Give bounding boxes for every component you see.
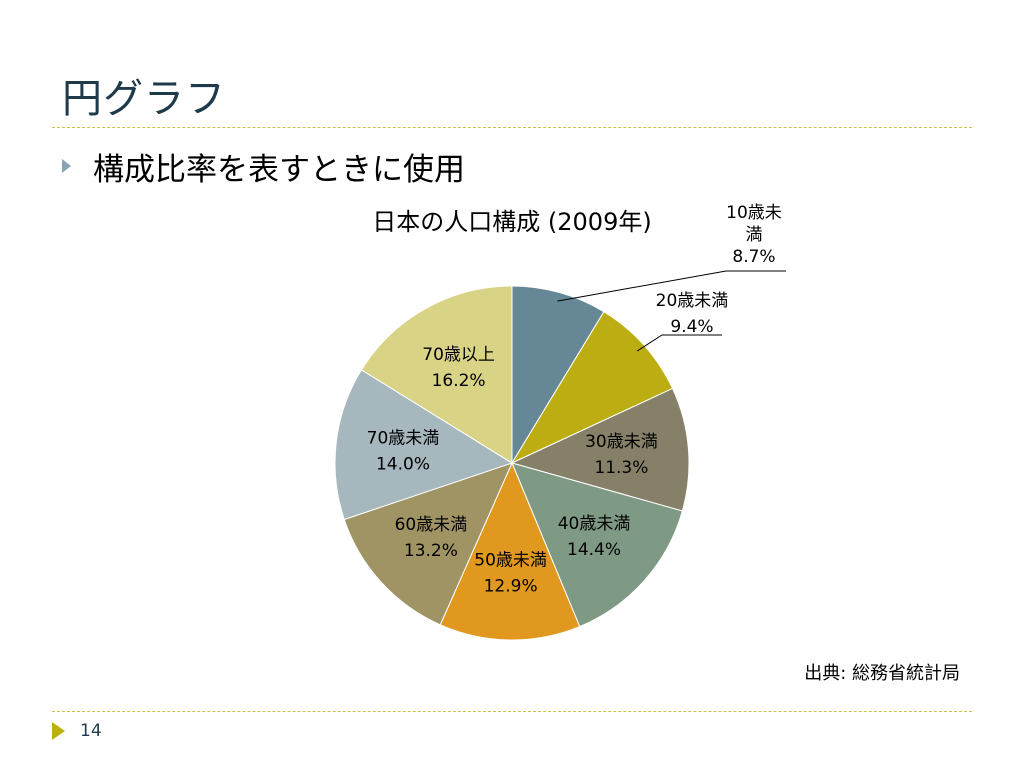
- slice-label-line: 9.4%: [670, 317, 713, 337]
- slice-label-line: 13.2%: [404, 541, 458, 561]
- slice-labels: 10歳未満 8.7% 20歳未満 9.4% 30歳未満 11.3% 40歳未満 14.4% 50…: [367, 203, 782, 597]
- bullet-item: 構成比率を表すときに使用: [62, 146, 465, 188]
- slice-label-line: 20歳未満: [656, 291, 729, 311]
- pie-slice-3: [510, 387, 690, 512]
- slice-label-line: 70歳以上: [422, 345, 495, 365]
- slice-label-line: 30歳未満: [585, 432, 658, 452]
- slice-label-line: 40歳未満: [558, 514, 631, 534]
- pie-slice-1: [511, 285, 605, 465]
- slice-label-line: 50歳未満: [474, 551, 547, 571]
- pie-slice-6: [343, 462, 513, 626]
- slice-label-line: 14.0%: [376, 454, 430, 474]
- slice-label-6: 60歳未満 13.2%: [395, 515, 468, 561]
- pie-slice-7: [334, 369, 514, 521]
- slice-label-line: 70歳未満: [367, 428, 440, 448]
- slice-label-1: 10歳未満 8.7%: [726, 203, 782, 267]
- slice-label-5: 50歳未満 12.9%: [474, 551, 547, 597]
- slide-title: 円グラフ: [62, 76, 226, 122]
- footer-divider: [52, 711, 972, 712]
- pie-slices: [334, 285, 690, 641]
- slice-label-line: 10歳未: [726, 203, 782, 223]
- slice-label-8: 70歳以上 16.2%: [422, 345, 495, 391]
- pie-slice-5: [439, 461, 581, 641]
- slice-label-line: 11.3%: [594, 458, 648, 478]
- bullet-text: 構成比率を表すときに使用: [93, 151, 465, 188]
- slice-label-line: 14.4%: [567, 540, 621, 560]
- source-note: 出典: 総務省統計局: [804, 663, 960, 684]
- footer-marker-icon: [52, 722, 65, 740]
- slice-label-line: 60歳未満: [395, 515, 468, 535]
- leader-line-1: [557, 270, 786, 302]
- slice-label-line: 満: [746, 225, 763, 245]
- pie-slice-8: [360, 285, 513, 464]
- title-divider: [52, 127, 972, 128]
- pie-slice-4: [511, 462, 683, 628]
- slice-label-3: 30歳未満 11.3%: [585, 432, 658, 478]
- chart-title: 日本の人口構成 (2009年): [372, 208, 651, 236]
- bullet-arrow-icon: [62, 159, 71, 173]
- leader-line-2: [637, 334, 722, 352]
- slice-label-2: 20歳未満 9.4%: [656, 291, 729, 337]
- slice-label-4: 40歳未満 14.4%: [558, 514, 631, 560]
- pie-slice-2: [510, 311, 674, 465]
- page-number: 14: [80, 721, 102, 741]
- slice-label-line: 8.7%: [732, 247, 775, 267]
- leader-lines: [557, 270, 786, 352]
- slice-label-7: 70歳未満 14.0%: [367, 428, 440, 474]
- slice-label-line: 12.9%: [484, 577, 538, 597]
- slice-label-line: 16.2%: [432, 371, 486, 391]
